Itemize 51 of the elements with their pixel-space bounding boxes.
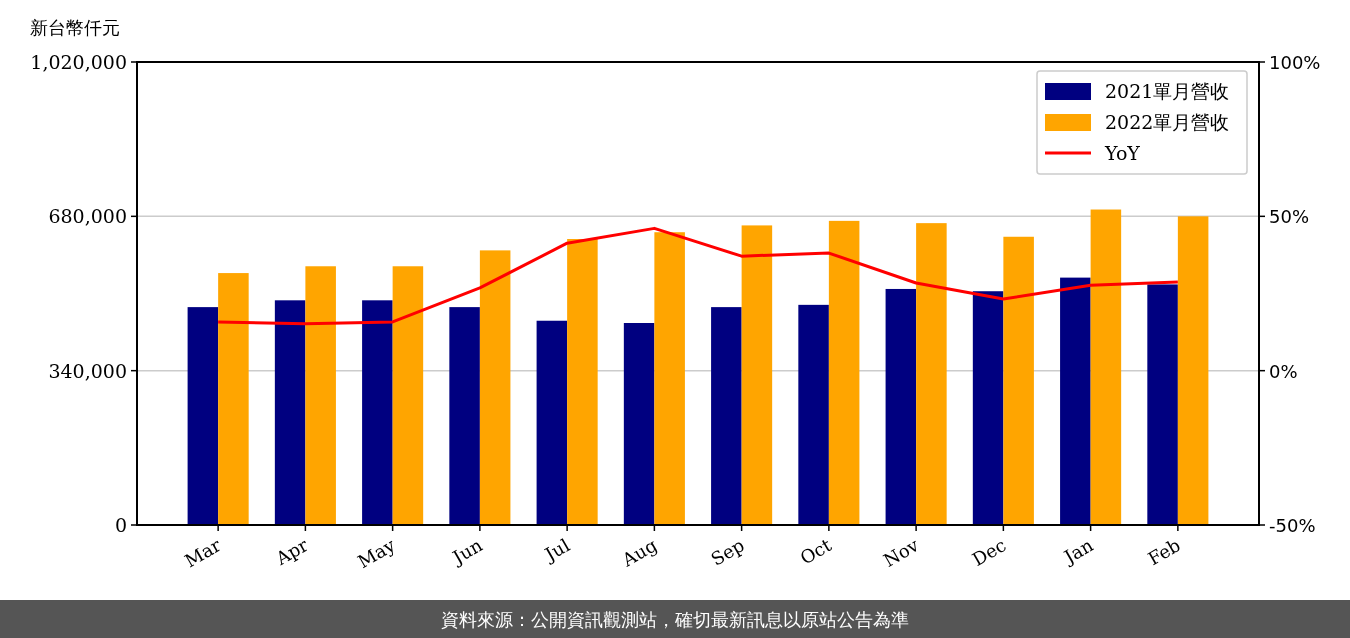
bar xyxy=(916,223,947,525)
y2-tick-label: -50% xyxy=(1269,515,1316,536)
x-tick-label: Aug xyxy=(617,534,661,572)
bar xyxy=(479,250,511,525)
legend-label: YoY xyxy=(1104,142,1141,164)
x-tick-label: Oct xyxy=(796,533,836,569)
bar xyxy=(1147,284,1178,525)
bar xyxy=(1177,216,1209,525)
footer-note: 資料來源：公開資訊觀測站，確切最新訊息以原站公告為準 xyxy=(0,600,1350,638)
bar xyxy=(1060,277,1091,525)
y-tick-label: 1,020,000 xyxy=(30,51,127,73)
x-tick-label: Jun xyxy=(447,534,487,569)
bar xyxy=(305,266,336,525)
y-tick-label: 0 xyxy=(114,514,127,536)
x-tick-label: Jul xyxy=(539,534,574,566)
y2-tick-label: 50% xyxy=(1269,206,1310,228)
bar xyxy=(972,291,1004,525)
bar xyxy=(392,266,424,525)
bar xyxy=(711,307,742,525)
y-tick-label: 340,000 xyxy=(48,359,127,382)
bar xyxy=(187,307,219,525)
y2-tick-label: 100% xyxy=(1269,52,1321,73)
bar xyxy=(828,220,860,525)
bar xyxy=(741,225,773,525)
bar xyxy=(449,307,480,525)
bar xyxy=(1090,209,1122,525)
bar xyxy=(654,232,685,525)
bar xyxy=(567,239,598,525)
x-tick-label: Dec xyxy=(968,534,1010,571)
x-tick-label: Feb xyxy=(1144,534,1184,570)
source-note: 資料來源：公開資訊觀測站，確切最新訊息以原站公告為準 xyxy=(441,609,909,630)
bar xyxy=(362,300,393,525)
x-tick-label: Nov xyxy=(879,533,923,571)
bar xyxy=(536,320,568,525)
x-tick-label: May xyxy=(354,533,400,573)
y-tick-label: 680,000 xyxy=(48,205,127,228)
line-series xyxy=(216,226,1180,326)
bar xyxy=(274,300,306,525)
x-tick-label: Jan xyxy=(1058,534,1097,569)
bar xyxy=(885,288,917,525)
bar xyxy=(623,323,655,525)
x-tick-label: Sep xyxy=(707,534,748,570)
x-tick-label: Apr xyxy=(271,534,312,570)
legend-label: 2022單月營收 xyxy=(1105,111,1230,133)
bar xyxy=(1003,236,1034,525)
bar xyxy=(218,273,249,525)
y-axis-title: 新台幣仟元 xyxy=(30,17,120,38)
legend-label: 2021單月營收 xyxy=(1105,80,1230,102)
y2-tick-label: 0% xyxy=(1269,360,1298,382)
bar xyxy=(798,304,829,525)
x-tick-label: Mar xyxy=(180,534,225,572)
